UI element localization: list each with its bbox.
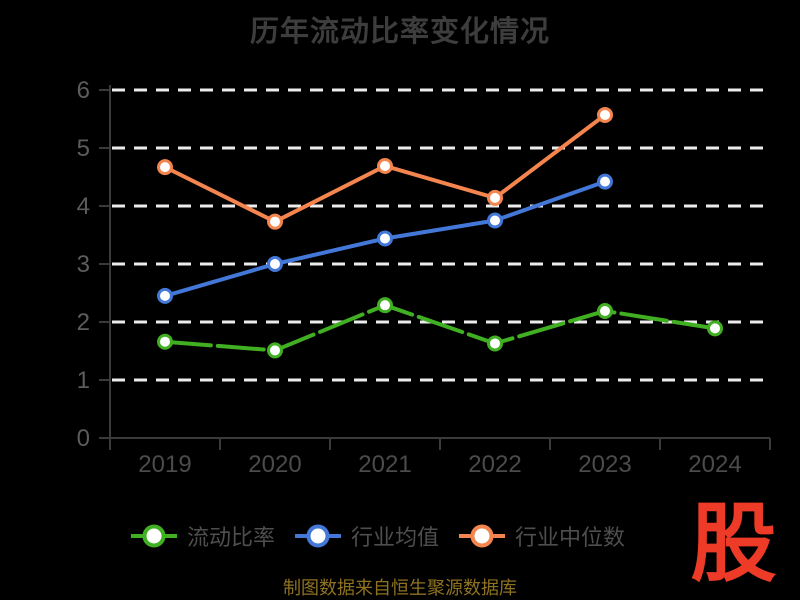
legend-item-current-ratio: 流动比率 <box>131 520 275 552</box>
legend-label: 行业均值 <box>351 525 440 550</box>
legend-item-industry-mean: 行业均值 <box>295 520 439 552</box>
chart-legend: 流动比率 行业均值 行业中位数 <box>131 519 625 553</box>
y-axis-label: 0 <box>77 425 90 452</box>
x-axis-label: 2019 <box>138 451 191 478</box>
data-point-marker <box>487 335 503 352</box>
series-line-0 <box>163 303 717 353</box>
data-point-marker <box>377 230 393 247</box>
line-series-marker-icon <box>131 524 177 548</box>
data-point-marker <box>597 106 613 123</box>
y-axis-label: 4 <box>77 193 90 220</box>
stock-brand-logo: 股 <box>690 496 777 592</box>
legend-item-industry-median: 行业中位数 <box>459 520 625 552</box>
x-axis-label: 2021 <box>358 451 411 478</box>
data-point-marker <box>157 333 173 350</box>
data-point-marker <box>487 189 503 206</box>
y-axis-label: 3 <box>77 251 90 278</box>
data-point-marker <box>267 213 283 230</box>
chart-title: 历年流动比率变化情况 <box>249 16 550 48</box>
y-axis-label: 2 <box>77 309 90 336</box>
y-axis-label: 5 <box>77 135 90 162</box>
data-point-marker <box>377 297 393 314</box>
x-axis-label: 2024 <box>688 451 741 478</box>
data-point-marker <box>157 287 173 304</box>
data-point-marker <box>157 159 173 176</box>
line-series-marker-icon <box>295 524 342 548</box>
data-point-marker <box>267 342 283 359</box>
x-axis-label: 2023 <box>578 451 631 478</box>
data-point-marker <box>597 302 613 319</box>
x-axis-label: 2022 <box>468 451 521 478</box>
data-point-marker <box>597 173 613 190</box>
x-axis-label: 2020 <box>248 451 301 478</box>
y-axis-label: 6 <box>77 77 90 104</box>
data-point-marker <box>487 212 503 229</box>
data-point-marker <box>267 256 283 272</box>
data-point-marker <box>377 157 393 174</box>
data-source-note: 制图数据来自恒生聚源数据库 <box>283 578 517 598</box>
data-point-marker <box>707 320 723 337</box>
y-axis-label: 1 <box>77 367 90 394</box>
legend-label: 行业中位数 <box>515 525 626 550</box>
legend-label: 流动比率 <box>187 525 276 550</box>
line-series-marker-icon <box>459 524 506 548</box>
